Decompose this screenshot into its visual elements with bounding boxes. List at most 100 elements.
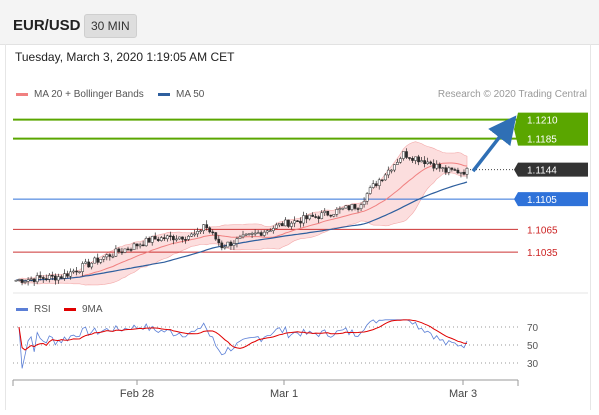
candle <box>335 207 339 217</box>
candle-body-down <box>417 156 420 163</box>
candle <box>135 243 139 250</box>
candle-body-down <box>296 220 299 222</box>
candle <box>223 244 227 250</box>
ma50-line <box>15 181 468 282</box>
candle <box>456 167 460 174</box>
candle <box>271 225 275 234</box>
candle <box>99 259 103 265</box>
candle <box>214 231 218 241</box>
candle-body-up <box>187 236 190 240</box>
candle-body-up <box>393 164 396 171</box>
candle <box>20 279 24 286</box>
candle-body-up <box>247 233 251 235</box>
candle <box>172 234 175 245</box>
candle-body-up <box>199 230 202 233</box>
candle <box>178 236 181 240</box>
candle-body-up <box>426 161 430 165</box>
candle <box>332 214 336 218</box>
candle-body-up <box>175 238 178 241</box>
candle <box>35 272 39 285</box>
candle <box>93 256 97 264</box>
candle <box>53 273 57 285</box>
candle <box>435 160 439 171</box>
candle <box>202 224 206 234</box>
candle <box>417 154 420 166</box>
timeframe-badge[interactable]: 30 MIN <box>84 14 137 38</box>
candle-body-up <box>420 160 423 163</box>
candle-body-down <box>444 167 448 173</box>
legend-ma50: MA 50 <box>158 89 204 100</box>
rsi-9ma-line <box>18 319 468 351</box>
candle <box>359 202 363 212</box>
level-lines <box>13 115 518 253</box>
candle-body-up <box>102 256 106 260</box>
candle <box>429 160 433 166</box>
candle <box>302 211 305 227</box>
candle-body-up <box>389 169 393 172</box>
candle-body-up <box>323 210 327 214</box>
candle-body-up <box>271 228 275 231</box>
candle-body-down <box>211 231 215 234</box>
candle-body-down <box>408 157 411 159</box>
legend-rsi-swatch <box>16 308 28 311</box>
candle <box>126 246 130 251</box>
candle-body-down <box>60 276 63 279</box>
candle <box>262 229 266 237</box>
candle-body-up <box>202 224 206 232</box>
candle <box>81 261 84 277</box>
candle-body-down <box>108 254 112 257</box>
rsi-tick-label: 30 <box>527 359 539 370</box>
candle-body-down <box>41 277 45 279</box>
candle <box>226 241 230 248</box>
rsi-panel: 70 50 30 <box>13 292 588 370</box>
candle <box>108 253 112 261</box>
candle <box>66 270 69 279</box>
candle <box>250 231 254 239</box>
candle <box>84 258 87 265</box>
candle-body-up <box>256 232 260 234</box>
candle <box>432 159 436 172</box>
candle <box>290 221 293 230</box>
candle-body-up <box>402 151 405 159</box>
candle-body-up <box>284 219 287 227</box>
candle <box>380 179 384 183</box>
candle <box>69 268 72 280</box>
candle <box>389 169 393 174</box>
candle-body-up <box>132 243 136 250</box>
candle-body-down <box>20 279 24 283</box>
legend-rsi: RSI <box>16 304 51 315</box>
candle-body-up <box>193 233 196 236</box>
candle <box>26 277 30 286</box>
chart-frame <box>5 44 591 410</box>
candle-body-up <box>93 257 97 264</box>
candle <box>274 222 278 229</box>
legend-ma20-label: MA 20 + Bollinger Bands <box>34 89 144 100</box>
candle-body-down <box>217 238 221 244</box>
candle-body-up <box>35 275 39 283</box>
candle-body-up <box>226 241 230 248</box>
candle <box>423 156 426 168</box>
candle-body-down <box>326 210 330 216</box>
candle-body-down <box>429 161 433 164</box>
candle-body-down <box>423 160 426 165</box>
candle <box>17 278 21 282</box>
candle-body-up <box>377 179 381 186</box>
level-label-1-1144: 1.1144 <box>527 166 557 177</box>
candle <box>329 214 333 218</box>
candle-body-up <box>465 168 469 175</box>
candle-body-down <box>141 244 145 247</box>
candle <box>162 234 166 242</box>
candle <box>426 157 430 165</box>
candle <box>181 236 184 243</box>
candle-body-down <box>87 261 90 268</box>
candle <box>132 242 136 250</box>
candle-body-down <box>453 169 457 171</box>
candle <box>344 205 348 209</box>
candle-body-up <box>274 224 278 229</box>
candle <box>241 230 245 239</box>
candle-body-up <box>253 232 257 235</box>
candle-body-down <box>162 237 166 240</box>
candle <box>102 256 106 263</box>
candle <box>14 279 18 282</box>
